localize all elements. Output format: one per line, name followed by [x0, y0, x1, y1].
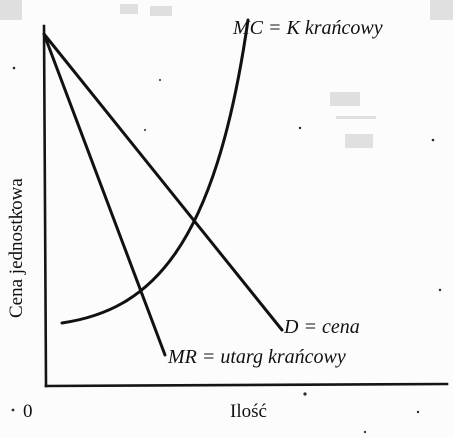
y-axis: [42, 24, 48, 388]
speck: [159, 79, 161, 81]
curves: [42, 18, 284, 357]
shadow-mark: [336, 116, 376, 119]
mr-curve-label: MR = utarg krańcowy: [167, 346, 346, 368]
speck: [363, 430, 367, 434]
speck: [438, 288, 442, 292]
speck: [144, 129, 146, 131]
speck: [11, 208, 15, 212]
x-axis: [44, 382, 449, 388]
speck: [12, 66, 16, 70]
marginal-cost-curve: [60, 18, 250, 325]
origin-label: 0: [23, 401, 33, 422]
x-axis-label: Ilość: [230, 401, 267, 422]
speck: [431, 138, 435, 142]
y-axis-label: Cena jednostkowa: [6, 178, 27, 318]
speck: [416, 410, 420, 414]
demand-curve-label: D = cena: [283, 316, 360, 338]
mc-curve-label: MC = K krańcowy: [232, 17, 383, 39]
shadow-mark: [120, 4, 138, 14]
speck: [298, 126, 302, 130]
scan-shadow: [0, 0, 453, 148]
axes: [42, 24, 449, 388]
scan-speckles: [11, 66, 442, 434]
shadow-mark: [150, 6, 172, 16]
speck: [303, 392, 307, 396]
labels: MC = K krańcowy D = cena MR = utarg krań…: [6, 17, 383, 422]
corner-shadow: [0, 0, 22, 20]
shadow-mark: [345, 134, 373, 148]
corner-shadow: [430, 0, 453, 20]
speck: [11, 408, 15, 412]
demand-curve: [42, 32, 284, 332]
shadow-mark: [330, 92, 360, 106]
marginal-revenue-curve: [42, 32, 167, 357]
